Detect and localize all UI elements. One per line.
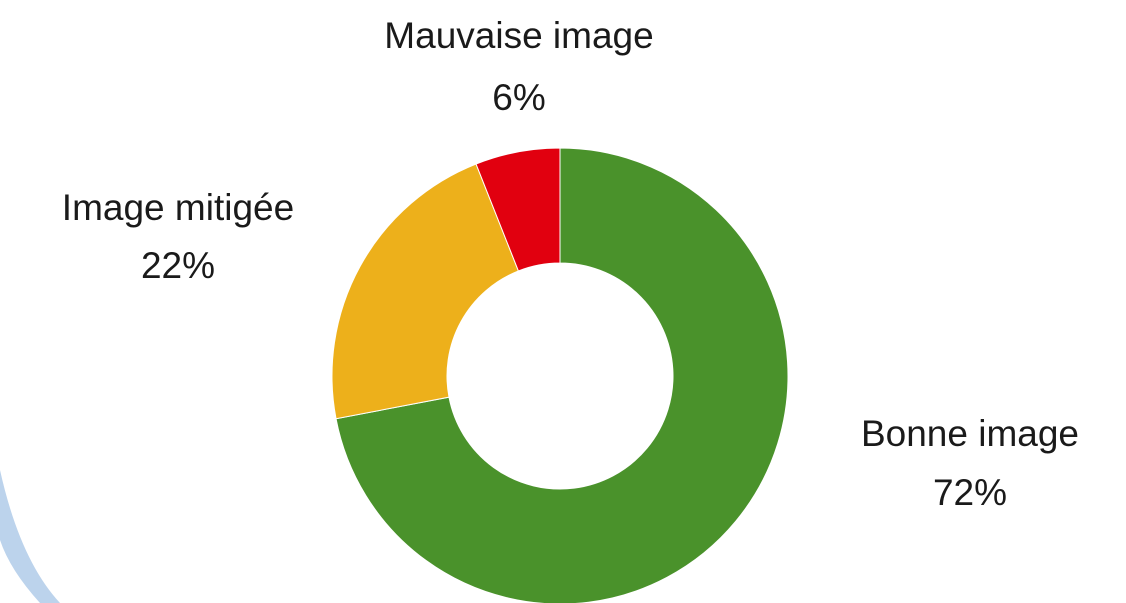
slice-label: Bonne image <box>861 413 1079 454</box>
slice <box>475 147 561 272</box>
value-label: 6% <box>492 77 545 118</box>
background-arc <box>0 470 60 603</box>
slice-label: Mauvaise image <box>384 15 653 56</box>
donut <box>331 147 789 603</box>
labels: Bonne image 72% Image mitigée 22% Mauvaise i… <box>62 15 1079 513</box>
value-label: 22% <box>141 245 215 286</box>
value-label: 72% <box>933 472 1007 513</box>
slice <box>335 147 789 603</box>
slice-label: Image mitigée <box>62 187 294 228</box>
slice <box>331 163 520 420</box>
